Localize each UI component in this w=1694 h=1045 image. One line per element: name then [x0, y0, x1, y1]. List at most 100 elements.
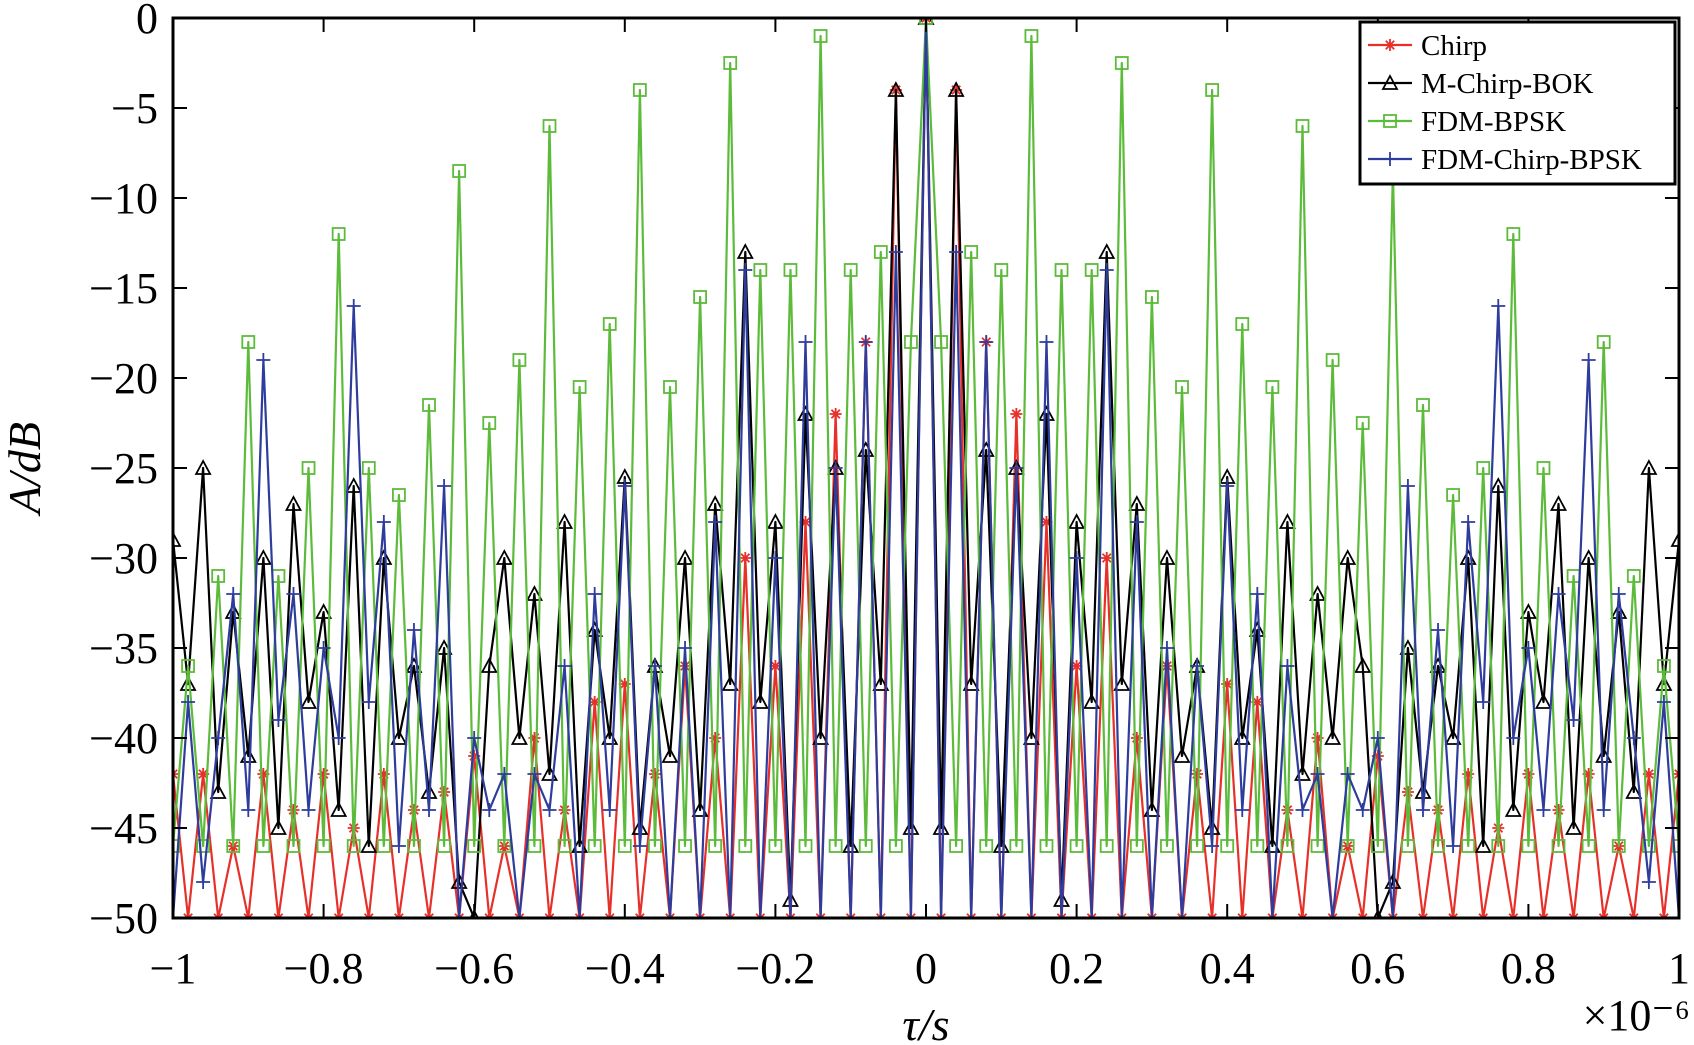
data-point-2-57	[1024, 29, 1039, 43]
data-point-3-80	[1370, 731, 1385, 745]
data-point-1-11	[330, 801, 348, 817]
y-axis-label: A/dB	[0, 422, 50, 517]
data-point-2-69	[1205, 83, 1220, 97]
data-point-2-11	[331, 227, 346, 241]
legend-entry-0: Chirp	[1421, 30, 1487, 62]
data-point-0-40	[769, 660, 782, 672]
data-point-2-96	[1611, 839, 1626, 853]
data-point-2-59	[1054, 263, 1069, 277]
data-point-1-98	[1640, 459, 1658, 475]
data-point-2-46	[858, 839, 873, 853]
data-point-2-75	[1295, 119, 1310, 133]
data-point-3-71	[1235, 803, 1250, 817]
data-point-3-70	[1220, 479, 1235, 493]
data-point-0-14	[377, 768, 390, 780]
data-point-3-32	[647, 659, 662, 673]
y-tick-label-5: −25	[89, 444, 158, 493]
data-point-1-61	[1083, 693, 1101, 709]
data-point-2-68	[1190, 839, 1204, 853]
data-point-1-66	[1158, 549, 1176, 565]
data-point-2-31	[632, 83, 647, 97]
data-point-1-79	[1354, 657, 1372, 673]
y-tick-label-6: −30	[89, 534, 158, 583]
data-point-3-93	[1566, 713, 1581, 727]
data-point-2-43	[813, 29, 828, 43]
data-point-2-29	[602, 317, 617, 331]
data-point-3-59	[1054, 911, 1069, 918]
series-fdm-chirp-bpsk	[173, 18, 1679, 918]
data-point-2-45	[843, 263, 858, 277]
data-point-3-8	[286, 587, 301, 601]
data-point-2-76	[1310, 839, 1325, 853]
data-point-2-62	[1099, 839, 1114, 853]
data-point-2-54	[979, 839, 994, 853]
data-point-2-71	[1235, 317, 1250, 331]
data-point-3-16	[406, 623, 421, 637]
data-point-3-28	[587, 587, 602, 601]
legend: Chirp M-Chirp-BOK FDM-BPSK FDM-Chirp-BPS…	[1358, 20, 1677, 186]
data-point-1-62	[1098, 243, 1116, 259]
data-point-2-74	[1280, 839, 1295, 853]
data-point-2-99	[1657, 659, 1671, 673]
data-point-2-4	[226, 839, 241, 853]
data-point-2-58	[1039, 839, 1054, 853]
legend-marker-1	[1381, 74, 1399, 90]
data-point-3-55	[994, 911, 1009, 918]
data-point-3-88	[1491, 299, 1506, 313]
data-point-1-36	[706, 495, 724, 511]
data-point-2-34	[678, 839, 692, 853]
data-point-1-77	[1324, 729, 1342, 745]
data-point-2-18	[437, 839, 451, 853]
data-point-3-37	[723, 911, 738, 918]
data-point-3-85	[1446, 839, 1461, 853]
data-point-3-98	[1641, 875, 1656, 889]
data-point-2-78	[1340, 839, 1355, 853]
legend-marker-0	[1384, 39, 1396, 51]
data-point-0-90	[1522, 768, 1535, 780]
data-point-1-76	[1309, 585, 1327, 601]
data-point-1-57	[1022, 729, 1040, 745]
x-axis-multiplier: ×10⁻⁶	[1583, 991, 1690, 1040]
data-point-3-15	[391, 839, 406, 853]
data-point-2-24	[527, 839, 542, 853]
data-point-3-74	[1280, 659, 1295, 673]
data-point-3-82	[1400, 479, 1415, 493]
data-point-3-79	[1355, 803, 1370, 817]
data-point-1-93	[1565, 819, 1583, 835]
series-line-2	[173, 18, 1679, 848]
data-point-2-17	[422, 398, 436, 412]
data-point-0-68	[1191, 768, 1204, 780]
data-point-2-41	[783, 263, 798, 277]
data-point-2-25	[542, 119, 557, 133]
data-point-1-8	[284, 495, 302, 511]
data-point-3-34	[678, 641, 693, 655]
data-point-1-2	[194, 459, 212, 475]
data-point-2-6	[256, 839, 271, 853]
data-point-1-85	[1444, 729, 1462, 745]
data-point-3-45	[843, 911, 858, 918]
data-point-3-51	[934, 911, 949, 918]
legend-entry-3: FDM-Chirp-BPSK	[1421, 144, 1642, 176]
data-point-1-51	[932, 819, 950, 835]
data-point-2-49	[904, 335, 918, 349]
data-point-3-54	[979, 335, 994, 349]
data-point-2-97	[1626, 569, 1641, 583]
data-point-2-39	[753, 263, 768, 277]
data-point-3-49	[903, 911, 918, 918]
data-point-1-94	[1580, 549, 1598, 565]
data-point-3-57	[1024, 911, 1039, 918]
data-point-0-58	[1040, 516, 1053, 528]
data-point-2-47	[873, 245, 888, 259]
data-point-2-92	[1551, 839, 1566, 853]
data-point-1-78	[1339, 549, 1357, 565]
y-tick-label-0: 0	[136, 0, 158, 43]
data-point-1-99	[1655, 675, 1673, 691]
data-point-1-48	[887, 81, 905, 97]
data-point-2-95	[1596, 335, 1611, 349]
y-tick-label-1: −5	[111, 84, 158, 133]
data-point-0-16	[407, 804, 420, 816]
data-point-3-6	[256, 353, 271, 367]
data-point-2-36	[708, 839, 723, 853]
x-tick-label-0: −1	[150, 944, 197, 993]
data-point-1-90	[1519, 603, 1537, 619]
